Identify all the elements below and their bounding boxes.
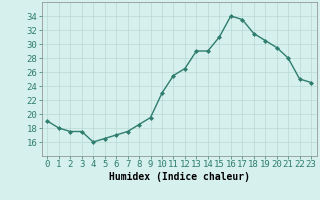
X-axis label: Humidex (Indice chaleur): Humidex (Indice chaleur) (109, 172, 250, 182)
